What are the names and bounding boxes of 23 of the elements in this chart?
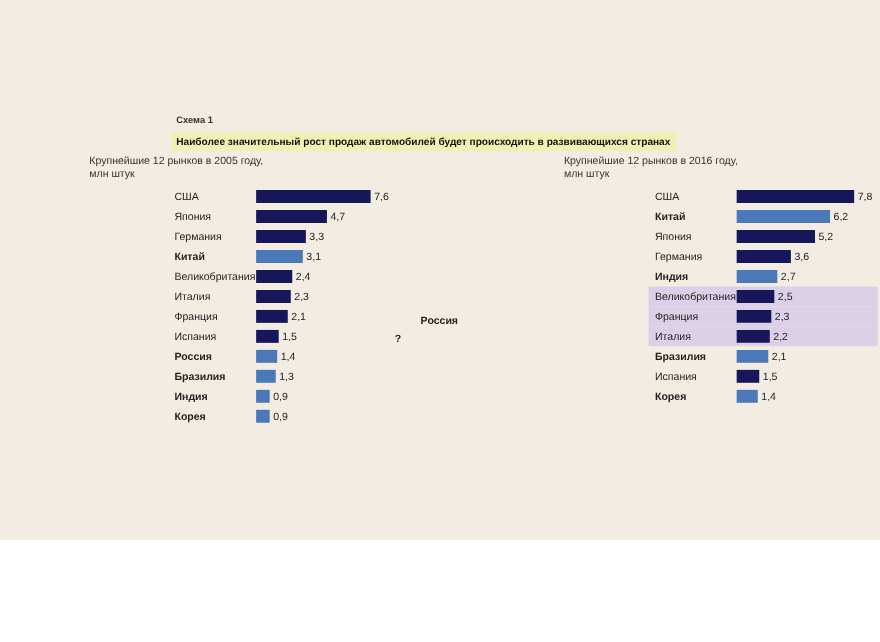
bar: [736, 230, 815, 243]
bar: [736, 329, 770, 343]
bar: [736, 250, 791, 263]
bar: [736, 190, 855, 204]
bar: [736, 349, 769, 363]
bar: [736, 289, 775, 303]
bar: [736, 270, 778, 283]
bar: [256, 369, 276, 383]
bar: [256, 349, 278, 363]
bar: [256, 329, 279, 343]
bar: [736, 369, 760, 383]
bar: [736, 389, 758, 403]
bar: [736, 309, 772, 323]
bar: [256, 389, 270, 403]
bar: [256, 270, 293, 283]
bar: [256, 309, 288, 323]
bar: [256, 190, 371, 204]
bar: [256, 230, 306, 243]
bar: [256, 210, 327, 223]
bar: [256, 250, 303, 263]
bar: [256, 409, 270, 423]
bar: [736, 210, 831, 223]
bar: [256, 289, 291, 303]
